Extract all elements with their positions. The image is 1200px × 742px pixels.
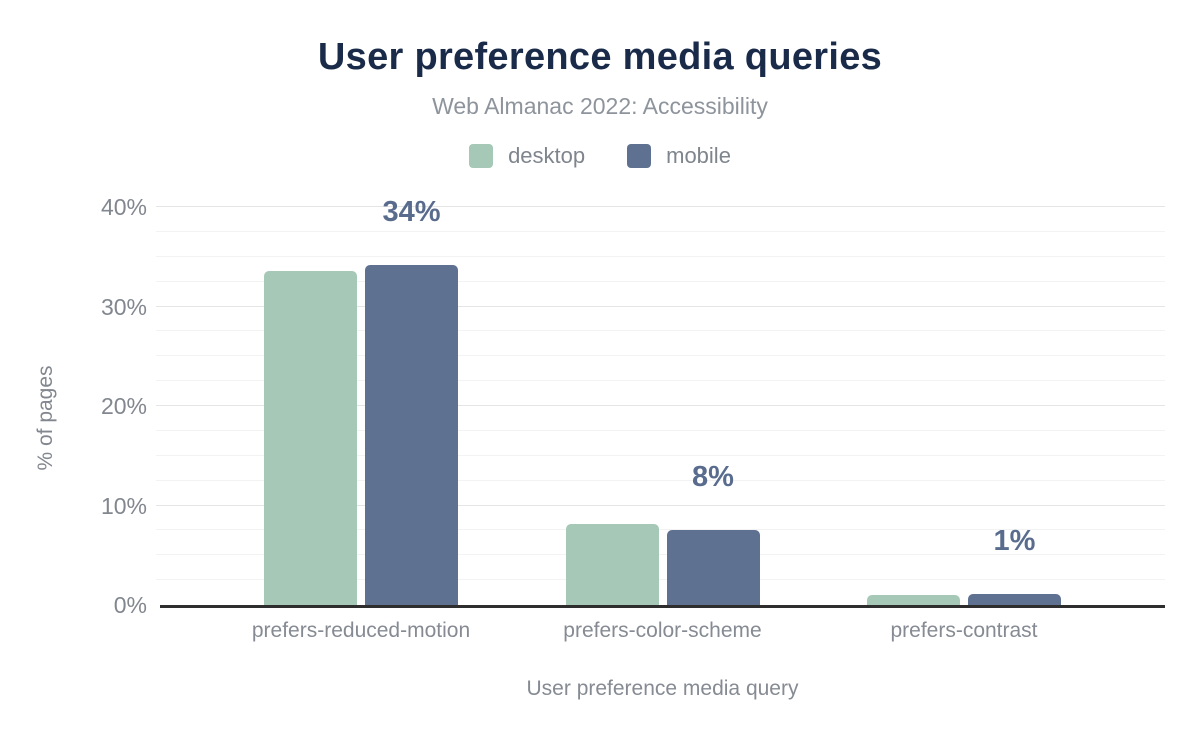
gridline-major	[156, 504, 1165, 506]
x-axis-ticks: prefers-reduced-motion prefers-color-sche…	[160, 619, 1165, 649]
bar-desktop	[264, 270, 357, 605]
legend: desktop mobile	[0, 143, 1200, 169]
gridline-minor	[156, 355, 1165, 357]
y-axis-ticks: 0% 10% 20% 30% 40%	[0, 194, 147, 618]
value-label: 34%	[382, 195, 441, 228]
bar-mobile	[365, 264, 458, 605]
gridline-minor	[156, 429, 1165, 431]
y-tick-label: 40%	[100, 194, 147, 220]
value-label: 1%	[993, 525, 1036, 558]
gridline-major	[156, 305, 1165, 307]
chart-subtitle: Web Almanac 2022: Accessibility	[432, 93, 768, 119]
gridline-major	[156, 405, 1165, 406]
gridline-minor	[156, 380, 1165, 382]
value-label: 8%	[692, 461, 734, 494]
x-tick-label: prefers-color-scheme	[563, 619, 762, 642]
legend-item-desktop: desktop	[469, 143, 585, 169]
x-tick-label: prefers-contrast	[890, 619, 1038, 642]
x-axis-title: User preference media query	[526, 677, 799, 700]
gridline-minor	[156, 479, 1165, 481]
gridline-minor	[156, 554, 1165, 556]
legend-swatch-mobile	[627, 144, 652, 168]
y-tick-label: 20%	[100, 393, 147, 419]
bar-mobile	[666, 530, 760, 605]
gridline-major	[156, 206, 1165, 207]
plot-area: 34% 8% 1%	[156, 196, 1165, 608]
gridline-minor	[156, 280, 1165, 282]
bar-mobile	[968, 594, 1061, 605]
gridline-minor	[156, 255, 1165, 257]
y-tick-label: 0%	[113, 592, 147, 618]
bar-group: 34%	[264, 196, 458, 605]
bar-desktop	[565, 524, 659, 605]
gridline-minor	[156, 230, 1165, 232]
chart-title: User preference media queries	[317, 36, 883, 78]
legend-item-mobile: mobile	[627, 143, 731, 169]
gridline-minor	[156, 330, 1165, 332]
legend-swatch-desktop	[469, 144, 494, 168]
legend-label-mobile: mobile	[666, 143, 731, 168]
bar-group: 8%	[565, 461, 760, 605]
bar-desktop	[867, 595, 960, 605]
y-tick-label: 10%	[100, 492, 147, 519]
y-tick-label: 30%	[100, 293, 147, 320]
x-tick-label: prefers-reduced-motion	[251, 619, 471, 642]
gridline-minor	[156, 529, 1165, 531]
legend-label-desktop: desktop	[508, 143, 586, 168]
gridline-minor	[156, 579, 1165, 581]
bar-group: 1%	[867, 525, 1061, 605]
gridline-minor	[156, 454, 1165, 456]
